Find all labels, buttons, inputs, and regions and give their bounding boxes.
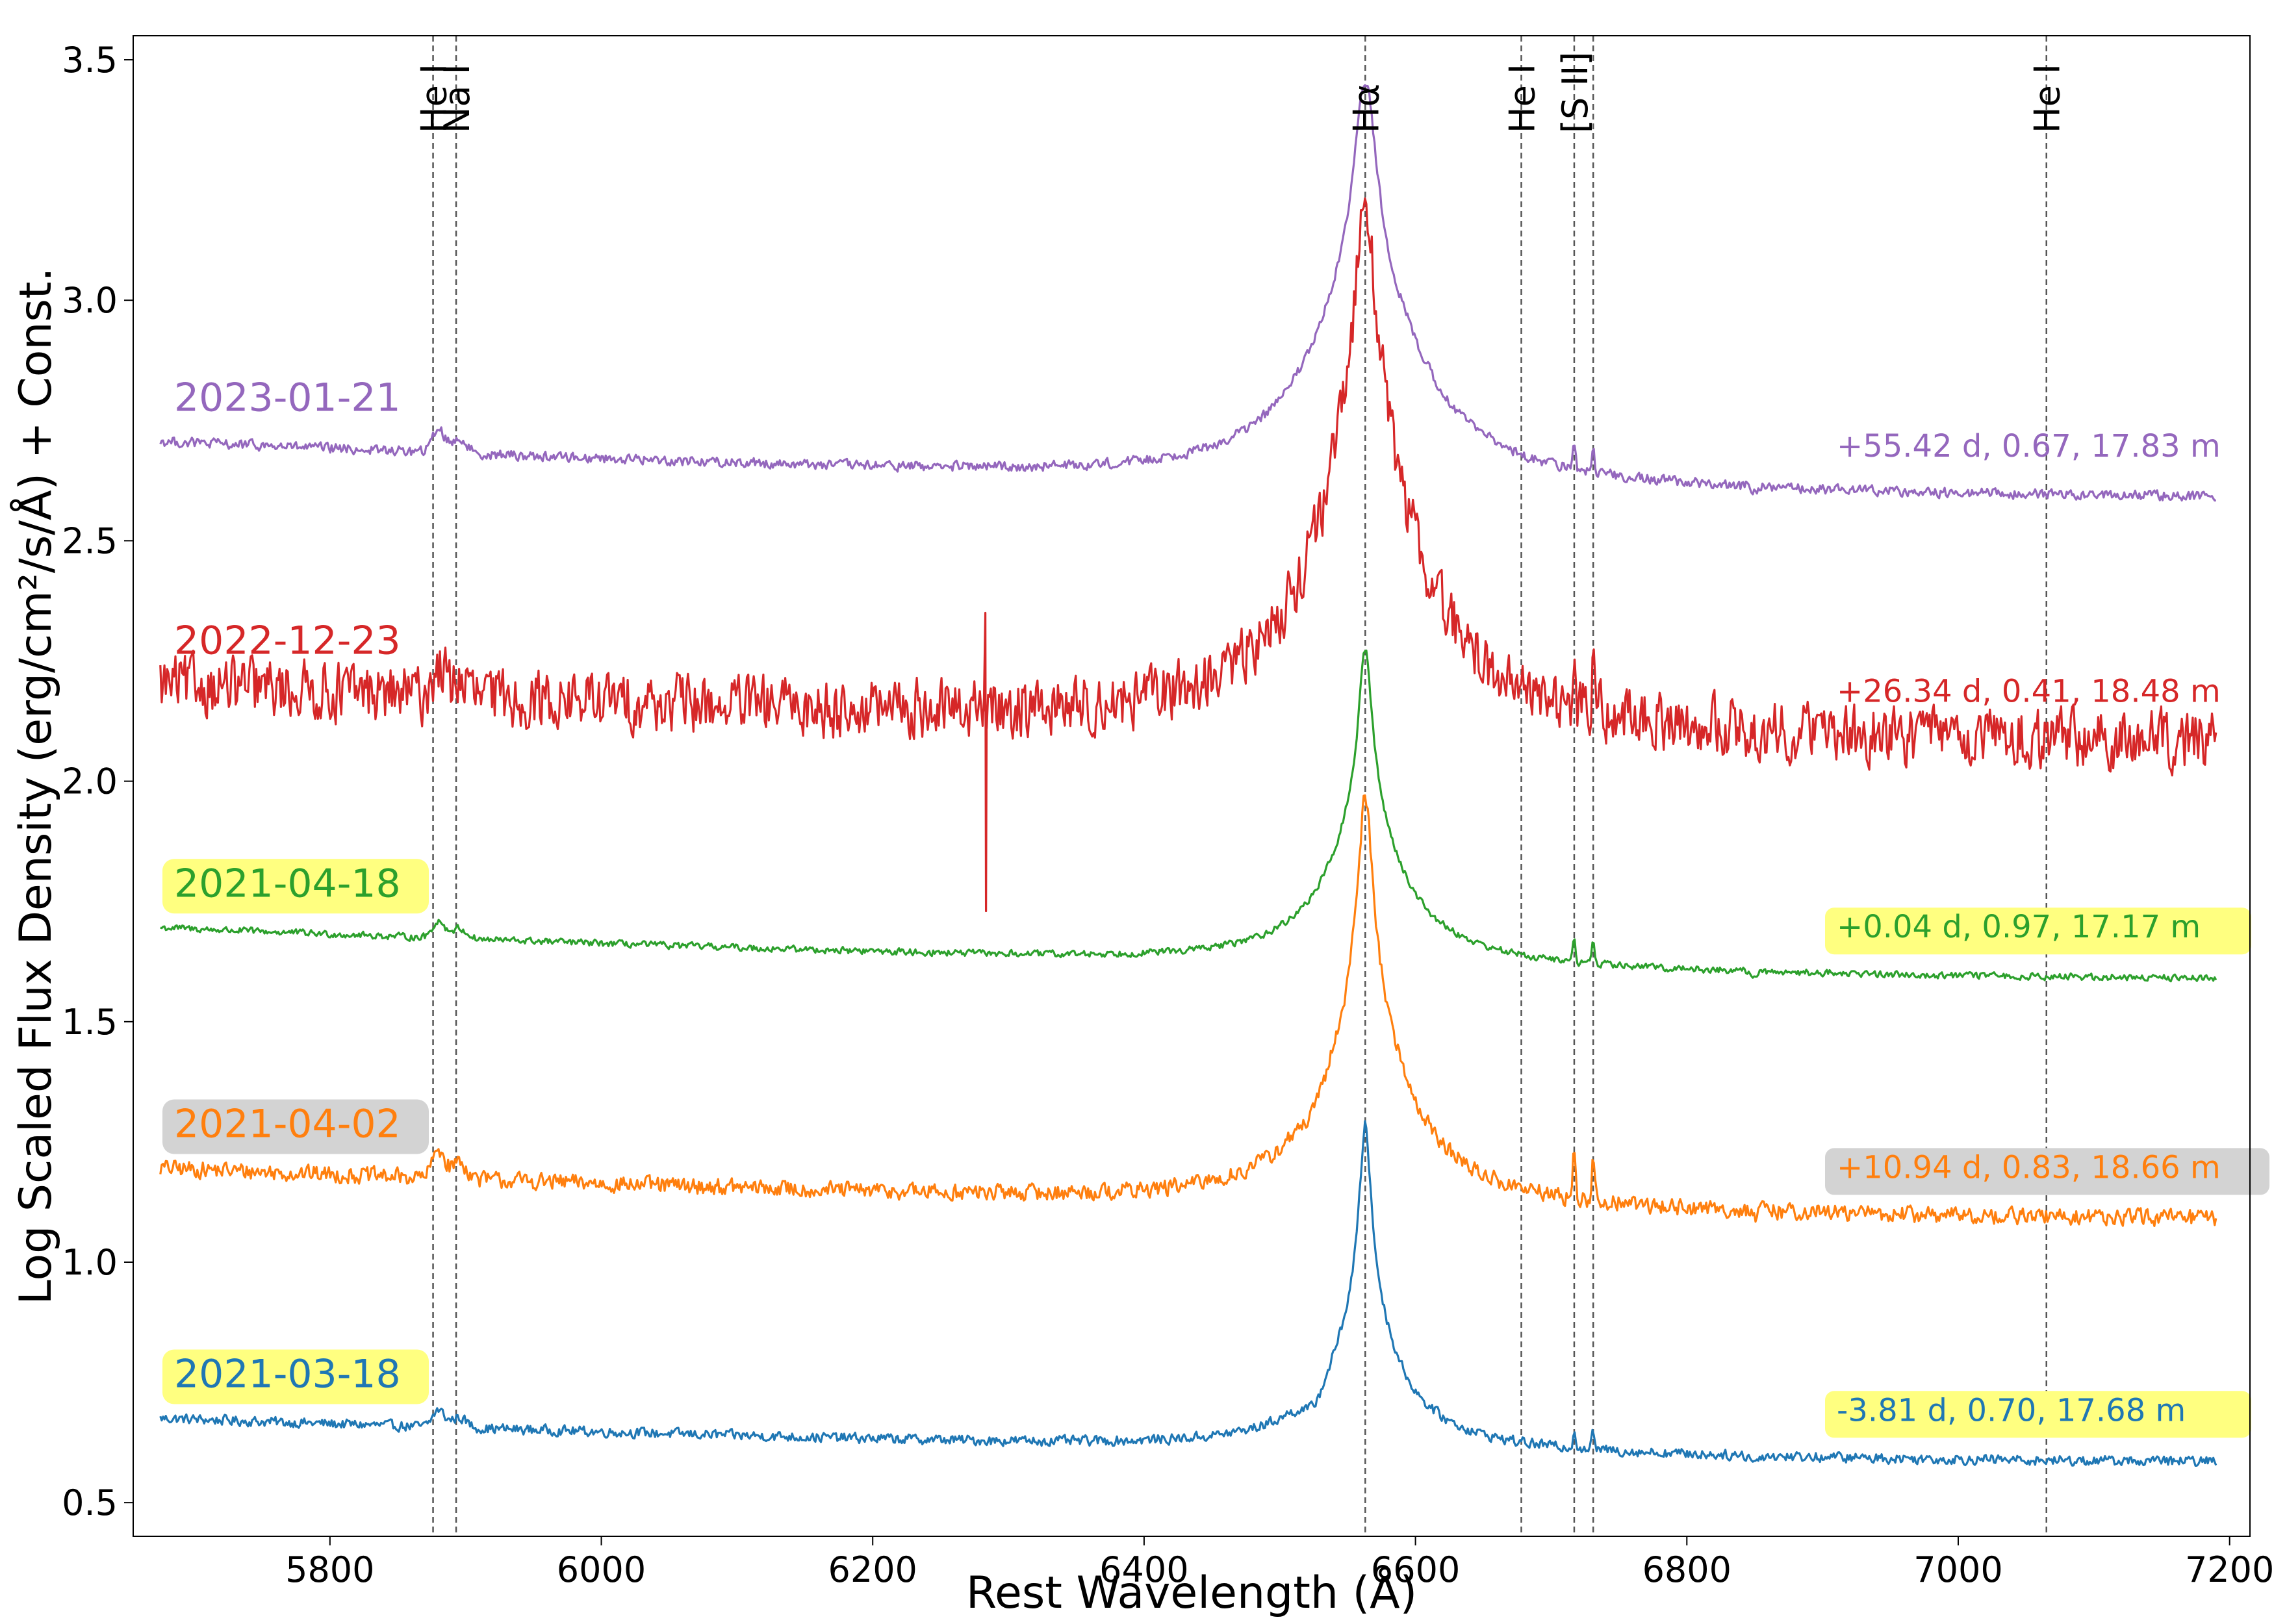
y-tick-label: 0.5	[62, 1482, 118, 1523]
spectrum-line-2022-12-23	[159, 197, 2217, 913]
y-tick-label: 3.0	[62, 280, 118, 321]
date-label-highlight	[162, 859, 429, 914]
date-label-2021-04-18: 2021-04-18	[174, 861, 401, 906]
info-label-highlight	[1825, 907, 2251, 955]
info-label-highlight	[1825, 1148, 2269, 1195]
info-label-2021-03-18: -3.81 d, 0.70, 17.68 m	[1837, 1392, 2186, 1428]
spectrum-line-2021-03-18	[159, 1120, 2217, 1467]
x-tick-label: 6400	[1099, 1549, 1188, 1590]
y-axis-title: Log Scaled Flux Density (erg/cm²/s/Å) + …	[9, 268, 62, 1304]
y-tick-label: 1.0	[62, 1242, 118, 1283]
line-marker-labels: He INa I Hα He I [S II] He I	[414, 52, 2068, 133]
x-tick-label: 6000	[557, 1549, 646, 1590]
marker-line-label: [S II]	[1555, 52, 1596, 133]
series-annotations: 2021-03-18 -3.81 d, 0.70, 17.68 m 2021-04-…	[162, 375, 2269, 1438]
x-tick-label: 6200	[828, 1549, 917, 1590]
date-label-2022-12-23: 2022-12-23	[174, 618, 401, 663]
date-label-highlight	[162, 1099, 429, 1154]
x-tick-label: 5800	[285, 1549, 374, 1590]
x-tick-label: 6800	[1642, 1549, 1731, 1590]
y-axis-ticks: 0.5 1.0 1.5 2.0 2.5 3.0 3.5	[62, 40, 133, 1523]
plot-frame	[133, 35, 2251, 1537]
x-tick-label: 7200	[2185, 1549, 2274, 1590]
spectrum-line-2023-01-21	[159, 84, 2216, 501]
info-label-2021-04-18: +0.04 d, 0.97, 17.17 m	[1837, 909, 2201, 945]
y-tick-label: 1.5	[62, 1002, 118, 1043]
marker-line-label: He I	[1501, 64, 1542, 133]
x-axis-ticks: 5800 6000 6200 6400 6600 6800 7000 7200	[285, 1536, 2274, 1590]
y-tick-label: 2.5	[62, 520, 118, 561]
spectrum-line-2021-04-18	[160, 649, 2217, 983]
x-axis-title: Rest Wavelength (Å)	[966, 1566, 1417, 1619]
info-label-2023-01-21: +55.42 d, 0.67, 17.83 m	[1837, 428, 2221, 464]
marker-line-label: Hα	[1346, 84, 1386, 133]
info-label-2022-12-23: +26.34 d, 0.41, 18.48 m	[1837, 673, 2221, 709]
date-label-2021-04-02: 2021-04-02	[174, 1101, 401, 1147]
y-tick-label: 2.0	[62, 761, 118, 802]
marker-line-label: He I	[414, 64, 455, 133]
x-tick-label: 6600	[1371, 1549, 1460, 1590]
line-markers	[432, 36, 2047, 1536]
marker-line-label: Na I	[437, 64, 478, 133]
y-tick-label: 3.5	[62, 40, 118, 81]
info-label-2021-04-02: +10.94 d, 0.83, 18.66 m	[1837, 1149, 2221, 1186]
marker-line-label: He I	[2027, 64, 2068, 133]
spectrum-line-2021-04-02	[159, 794, 2217, 1227]
date-label-2023-01-21: 2023-01-21	[174, 375, 401, 421]
x-tick-label: 7000	[1913, 1549, 2002, 1590]
info-label-highlight	[1825, 1391, 2251, 1438]
spectra-series	[159, 84, 2217, 1467]
date-label-2021-03-18: 2021-03-18	[174, 1351, 401, 1397]
date-label-highlight	[162, 1349, 429, 1404]
